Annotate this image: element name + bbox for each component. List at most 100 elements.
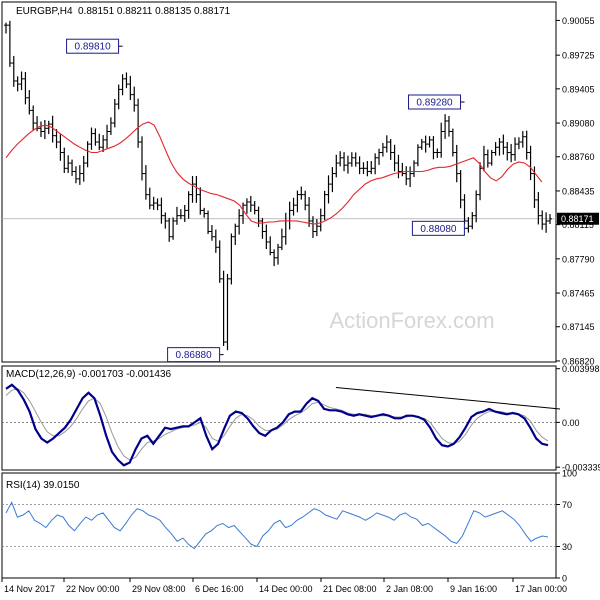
price-bar-90 xyxy=(353,152,358,167)
price-bar-31 xyxy=(124,72,129,89)
high-label-0-89280: 0.89280 xyxy=(408,94,465,110)
price-bar-2 xyxy=(11,55,16,87)
price-bar-96 xyxy=(377,148,382,165)
price-bar-5 xyxy=(23,71,28,105)
price-bar-70 xyxy=(276,243,280,265)
price-bar-68 xyxy=(268,236,273,256)
rsi-chart-title: RSI(14) 39.0150 xyxy=(6,480,80,491)
price-bar-85 xyxy=(334,154,339,178)
price-bar-95 xyxy=(373,153,378,175)
price-bar-134 xyxy=(524,130,529,160)
price-bar-131 xyxy=(513,137,518,161)
current-price-tag-box xyxy=(557,212,599,225)
price-bar-99 xyxy=(388,138,393,160)
price-bar-62 xyxy=(244,198,249,214)
price-bar-33 xyxy=(132,86,137,112)
x-tick-label-2: 29 Nov 08:00 xyxy=(132,584,186,594)
price-y-tick-label-8: 0.87465 xyxy=(562,289,595,299)
price-bar-110 xyxy=(431,136,436,160)
price-bar-114 xyxy=(446,115,451,137)
price-bar-20 xyxy=(81,155,86,182)
rsi-panel-frame xyxy=(1,472,557,579)
price-chart-title: EURGBP,H4 xyxy=(16,6,73,17)
price-y-tick-label-2: 0.89405 xyxy=(562,84,595,94)
high-label-0-89810-label: 0.89810 xyxy=(74,42,111,53)
price-bar-137 xyxy=(536,192,541,225)
price-bar-16 xyxy=(66,155,71,173)
price-bar-97 xyxy=(380,142,385,157)
price-bar-133 xyxy=(520,131,525,148)
price-bar-51 xyxy=(202,207,207,218)
macd-y-tick-label-2: -0.003339 xyxy=(562,463,600,473)
price-bar-11 xyxy=(46,120,51,135)
low-label-0-86880: 0.86880 xyxy=(167,347,224,363)
price-bar-127 xyxy=(497,137,502,156)
x-tick-label-1: 22 Nov 00:00 xyxy=(66,584,120,594)
x-tick-label-7: 9 Jan 16:00 xyxy=(450,584,497,594)
rsi-line xyxy=(5,501,549,550)
price-bar-14 xyxy=(58,133,63,161)
price-bar-22 xyxy=(89,127,94,150)
price-bar-72 xyxy=(283,212,288,245)
high-label-0-89810-box xyxy=(66,38,120,54)
price-bar-86 xyxy=(338,151,343,167)
low-label-0-88080: 0.88080 xyxy=(411,220,469,236)
price-bar-50 xyxy=(198,187,203,215)
price-bar-39 xyxy=(155,198,160,211)
price-bar-119 xyxy=(466,217,471,233)
price-bar-117 xyxy=(458,170,463,209)
price-bar-49 xyxy=(194,175,199,203)
price-bar-6 xyxy=(27,90,32,115)
price-bar-139 xyxy=(544,212,549,233)
price-bar-19 xyxy=(77,165,82,185)
price-y-tick-label-9: 0.87145 xyxy=(562,322,595,332)
price-bar-83 xyxy=(326,175,331,204)
price-bar-109 xyxy=(427,136,432,148)
x-tick-label-5: 21 Dec 08:00 xyxy=(323,584,377,594)
price-bar-100 xyxy=(392,144,397,172)
low-label-0-86880-box xyxy=(167,347,221,363)
price-bar-12 xyxy=(50,115,55,143)
price-bar-15 xyxy=(62,147,67,173)
price-bar-94 xyxy=(369,161,374,175)
price-bar-103 xyxy=(404,166,409,186)
macd-chart-title: MACD(12,26,9) -0.001703 -0.001436 xyxy=(6,369,172,380)
price-ohlc-readout: 0.88151 0.88211 0.88135 0.88171 xyxy=(78,6,231,17)
price-bar-135 xyxy=(528,145,533,181)
price-bar-140 xyxy=(548,214,552,224)
price-y-tick-label-6: 0.88115 xyxy=(562,220,594,230)
price-bar-21 xyxy=(85,141,90,168)
panel-frames xyxy=(1,1,557,579)
price-bar-42 xyxy=(167,217,172,242)
price-bar-52 xyxy=(206,210,211,235)
price-bar-71 xyxy=(279,228,284,251)
price-bar-75 xyxy=(295,190,300,213)
price-bar-27 xyxy=(108,117,113,136)
price-bar-25 xyxy=(101,135,106,152)
price-bar-36 xyxy=(143,165,148,200)
low-label-0-88080-label: 0.88080 xyxy=(420,224,457,235)
price-bar-64 xyxy=(252,200,257,215)
price-bar-74 xyxy=(291,197,296,216)
price-bar-17 xyxy=(70,159,75,176)
x-axis: 14 Nov 2017 22 Nov 00:00 29 Nov 08:00 6 Dec… xyxy=(1,578,567,594)
price-bar-111 xyxy=(435,148,440,158)
low-label-0-86880-label: 0.86880 xyxy=(176,350,213,361)
price-bar-101 xyxy=(396,154,401,179)
high-label-0-89280-box xyxy=(408,94,462,110)
price-panel-frame xyxy=(1,1,557,363)
price-bar-44 xyxy=(174,206,179,225)
price-bar-98 xyxy=(384,135,389,153)
price-bar-57 xyxy=(225,273,230,351)
price-bar-61 xyxy=(241,202,246,224)
price-bar-37 xyxy=(147,187,152,210)
price-bar-30 xyxy=(120,74,125,96)
price-bar-0 xyxy=(4,22,8,34)
rsi-panel: 100 70 30 0 xyxy=(2,469,577,584)
low-label-0-88080-box xyxy=(411,220,465,236)
price-bar-29 xyxy=(116,84,121,110)
macd-y-tick-label-1: 0.00 xyxy=(562,418,580,428)
macd-main-line xyxy=(5,383,549,467)
price-panel: 0.90055 0.89725 0.89405 0.89080 0.88760 0.884… xyxy=(2,16,599,366)
